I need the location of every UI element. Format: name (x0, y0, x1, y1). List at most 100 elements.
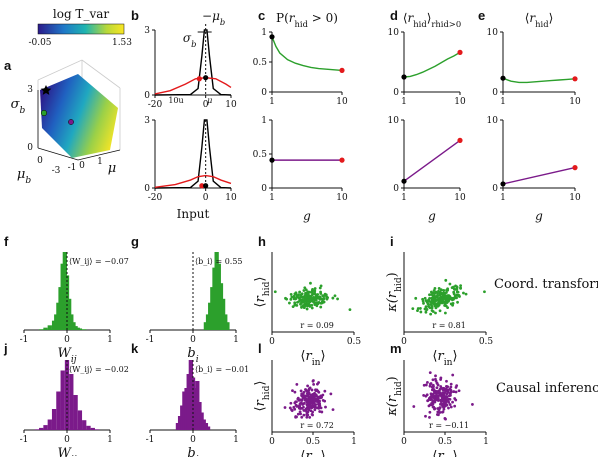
scatter-point (439, 402, 442, 406)
scatter-point (293, 301, 297, 305)
panel-f: -1 0 1 ⟨W_ij⟩ = −0.07 Wij (20, 252, 129, 365)
histogram-bar (77, 410, 83, 430)
scatter-point (307, 295, 311, 299)
scatter-point (452, 390, 455, 393)
ytick-label: 0 (144, 91, 150, 101)
annotation-minus-mu-b: −μb (202, 9, 225, 27)
xtick-label: 0 (401, 337, 407, 347)
scatter-point (301, 392, 305, 396)
scatter-point (313, 297, 317, 301)
scatter-point (442, 288, 446, 292)
scatter-point (289, 297, 293, 301)
axes (403, 32, 460, 93)
ytick-label: 0 (393, 88, 399, 98)
scatter-point (315, 304, 319, 308)
panel-label-i: i (390, 234, 394, 249)
scatter-point (428, 415, 431, 419)
scatter-point (318, 395, 322, 399)
series-line-red (154, 76, 232, 95)
panel-label-g: g (131, 234, 139, 249)
scatter-point (435, 382, 439, 385)
scatter-point (288, 301, 291, 305)
scatter-point (429, 382, 432, 386)
scatter-point (294, 400, 298, 404)
panel-label-e: e (478, 8, 485, 23)
scatter-point (438, 309, 442, 313)
ytick-label: 0 (261, 88, 267, 98)
ylabel-i: κ(rhid) (385, 272, 404, 313)
xlabel-r-in: ⟨rin⟩ (300, 349, 325, 368)
histogram-bar (77, 328, 83, 330)
scatter-point (424, 383, 428, 387)
scatter-point (309, 393, 313, 397)
scatter-point (444, 389, 448, 393)
xlabel-input: Input (177, 207, 210, 221)
histogram-bar (86, 425, 91, 430)
scatter-point (306, 304, 309, 308)
colorbar-min-label: -0.05 (28, 38, 51, 48)
panel-h: 0 0.5 r = 0.09 ⟨rin⟩ ⟨rhid⟩ (253, 252, 361, 368)
xtick-label: 1 (233, 435, 239, 445)
tick-mu-1: 1 (97, 157, 103, 167)
scatter-point (431, 399, 435, 403)
ytick-label: 10 (487, 28, 499, 38)
xtick-label: 10 (336, 97, 348, 107)
scatter-point (324, 405, 327, 409)
histogram-bar (47, 325, 52, 330)
label-causal-inference: Causal inference (496, 381, 598, 396)
title-c: P(rhid > 0) (276, 11, 338, 29)
scatter-point (313, 408, 317, 412)
panel-e-top: 0 10 1 10 (487, 28, 581, 107)
scatter-point (319, 305, 323, 309)
scatter-point (441, 399, 445, 403)
ytick-label: 3 (144, 26, 150, 36)
scatter-point (443, 300, 447, 304)
scatter-point (443, 403, 446, 407)
data-point-black (500, 75, 506, 81)
scatter-point (449, 382, 453, 386)
series-line-black (154, 119, 232, 189)
scatter-point (313, 289, 317, 293)
scatter-point (311, 413, 314, 417)
tick-sigma-0: 0 (27, 143, 33, 153)
scatter-point (310, 297, 314, 300)
scatter-point (446, 388, 450, 392)
scatter-point (305, 415, 309, 419)
scatter-point (448, 392, 452, 396)
annotation-mu: μ (207, 96, 212, 105)
scatter-point (436, 291, 439, 295)
scatter-point (306, 384, 310, 388)
scatter-point (322, 297, 326, 301)
scatter-point (426, 299, 430, 303)
histogram-bar (47, 419, 52, 430)
scatter-point (305, 389, 308, 393)
series-line-purple (403, 139, 461, 182)
xtick-label: 1 (500, 97, 506, 107)
tick-mu-0: 0 (79, 161, 85, 171)
panel-label-d: d (390, 8, 398, 23)
xlabel-g: g (303, 209, 311, 223)
xtick-label: 10 (336, 193, 348, 203)
xlabel-r-in: ⟨rin⟩ (432, 349, 457, 368)
scatter-point (284, 296, 287, 300)
panel-label-f: f (4, 234, 9, 249)
xtick-label: 10 (225, 100, 237, 110)
scatter-point (310, 289, 314, 292)
ylabel-l: ⟨rhid⟩ (253, 381, 272, 412)
scatter-point (423, 307, 427, 311)
data-point-red (457, 137, 463, 143)
scatter-point (429, 290, 433, 294)
scatter-point (308, 386, 312, 390)
tick-mub-m3: -3 (52, 166, 61, 176)
scatter-point (431, 405, 435, 409)
scatter-point (419, 310, 423, 314)
scatter-point (434, 302, 438, 306)
scatter-point (428, 371, 432, 375)
scatter-point (457, 389, 461, 393)
scatter-point (424, 414, 427, 418)
scatter-point (300, 301, 303, 305)
scatter-point (430, 403, 434, 407)
xtick-label: 1 (107, 435, 113, 445)
data-point-black (269, 157, 275, 163)
